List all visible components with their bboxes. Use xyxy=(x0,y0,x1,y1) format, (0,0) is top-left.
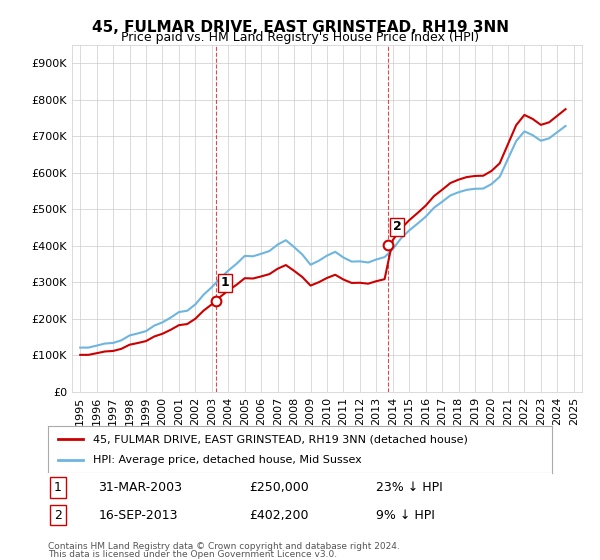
Text: £250,000: £250,000 xyxy=(250,481,310,494)
Text: 31-MAR-2003: 31-MAR-2003 xyxy=(98,481,182,494)
Text: 45, FULMAR DRIVE, EAST GRINSTEAD, RH19 3NN: 45, FULMAR DRIVE, EAST GRINSTEAD, RH19 3… xyxy=(91,20,509,35)
Text: 45, FULMAR DRIVE, EAST GRINSTEAD, RH19 3NN (detached house): 45, FULMAR DRIVE, EAST GRINSTEAD, RH19 3… xyxy=(94,435,468,445)
Text: 16-SEP-2013: 16-SEP-2013 xyxy=(98,508,178,521)
Text: This data is licensed under the Open Government Licence v3.0.: This data is licensed under the Open Gov… xyxy=(48,550,337,559)
Text: 1: 1 xyxy=(221,276,230,289)
Text: 2: 2 xyxy=(393,221,402,234)
Text: Price paid vs. HM Land Registry's House Price Index (HPI): Price paid vs. HM Land Registry's House … xyxy=(121,31,479,44)
Text: 23% ↓ HPI: 23% ↓ HPI xyxy=(376,481,442,494)
Text: 2: 2 xyxy=(54,508,62,521)
Text: Contains HM Land Registry data © Crown copyright and database right 2024.: Contains HM Land Registry data © Crown c… xyxy=(48,542,400,551)
Text: 9% ↓ HPI: 9% ↓ HPI xyxy=(376,508,434,521)
Text: £402,200: £402,200 xyxy=(250,508,309,521)
Text: HPI: Average price, detached house, Mid Sussex: HPI: Average price, detached house, Mid … xyxy=(94,455,362,465)
Text: 1: 1 xyxy=(54,481,62,494)
